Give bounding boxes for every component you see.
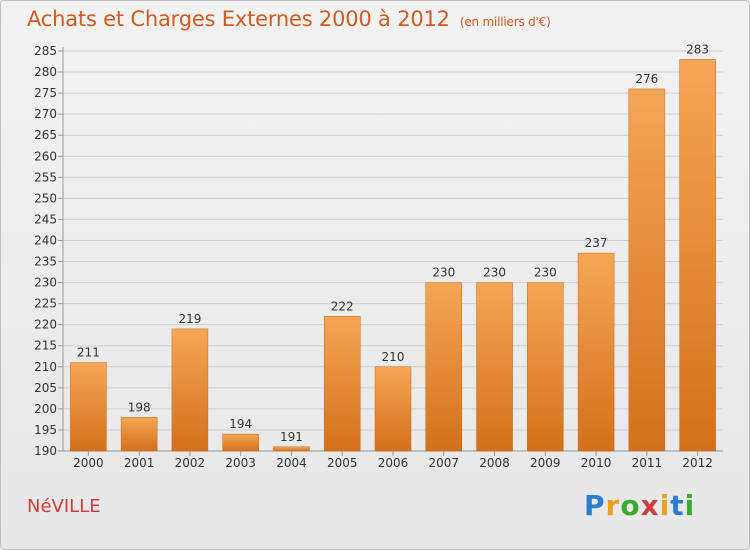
x-tick-label-2012: 2012 (682, 456, 713, 470)
logo-letter: i (659, 489, 671, 522)
y-tick-label: 250 (34, 191, 57, 205)
logo-letter: r (605, 489, 621, 522)
y-tick-label: 210 (34, 360, 57, 374)
y-tick-label: 190 (34, 444, 57, 458)
y-tick-label: 270 (34, 107, 57, 121)
bar-2000 (70, 362, 107, 452)
bar-2006 (374, 366, 412, 452)
y-tick-label: 235 (34, 255, 57, 269)
y-tick-label: 260 (34, 149, 57, 163)
bar-2009 (527, 282, 564, 452)
data-label-2001: 198 (128, 400, 151, 414)
data-label-2010: 237 (585, 236, 608, 250)
y-tick-label: 205 (34, 381, 57, 395)
logo-letter: x (640, 489, 660, 522)
x-tick-label-2003: 2003 (225, 456, 256, 470)
bar-2002 (171, 328, 209, 452)
logo-letter: t (670, 489, 685, 522)
data-label-2008: 230 (483, 266, 506, 280)
y-tick-label: 215 (34, 339, 57, 353)
data-label-2003: 194 (229, 417, 252, 431)
y-tick-label: 240 (34, 233, 57, 247)
y-tick-label: 265 (34, 128, 57, 142)
y-tick-label: 275 (34, 86, 57, 100)
x-tick-label-2001: 2001 (124, 456, 155, 470)
logo-letter: i (684, 489, 696, 522)
x-tick-label-2009: 2009 (530, 456, 561, 470)
y-tick-label: 225 (34, 297, 57, 311)
bar-2003 (222, 433, 259, 452)
x-tick-label-2010: 2010 (581, 456, 612, 470)
data-label-2012: 283 (686, 42, 709, 56)
axis-layer: 190 195 200 205 210 215 220 225 230 235 240 245 250 2… (34, 44, 723, 470)
x-tick-label-2002: 2002 (175, 456, 206, 470)
y-tick-label: 230 (34, 276, 57, 290)
bar-2008 (476, 282, 513, 452)
y-tick-label: 285 (34, 44, 57, 58)
y-tick-label: 195 (34, 423, 57, 437)
data-label-2009: 230 (534, 266, 557, 280)
chart-unit: (en milliers d'€) (459, 15, 551, 29)
x-tick-label-2006: 2006 (378, 456, 409, 470)
chart-title: Achats et Charges Externes 2000 à 2012 (e… (27, 7, 551, 31)
city-name: NéVILLE (27, 496, 101, 517)
x-tick-label-2011: 2011 (632, 456, 663, 470)
data-label-2004: 191 (280, 430, 303, 444)
proxiti-logo: Proxiti (584, 489, 695, 522)
bar-2011 (628, 88, 666, 452)
chart-title-text: Achats et Charges Externes 2000 à 2012 (27, 7, 450, 31)
data-label-2011: 276 (635, 72, 658, 86)
x-tick-label-2000: 2000 (73, 456, 104, 470)
y-tick-label: 280 (34, 65, 57, 79)
label-layer: 211 198 219 194 191 222 210 230 230 230 237 276 283 (77, 42, 709, 443)
bar-2010 (577, 252, 615, 452)
bar-2001 (120, 417, 158, 452)
y-tick-label: 200 (34, 402, 57, 416)
x-tick-label-2007: 2007 (428, 456, 459, 470)
bar-2012 (679, 59, 716, 452)
x-tick-label-2004: 2004 (276, 456, 307, 470)
bar-2004 (273, 446, 310, 452)
x-tick-label-2005: 2005 (327, 456, 358, 470)
x-tick-label-2008: 2008 (479, 456, 510, 470)
data-label-2000: 211 (77, 346, 100, 360)
bar-layer (70, 59, 716, 452)
data-label-2002: 219 (178, 312, 201, 326)
y-tick-label: 255 (34, 170, 57, 184)
data-label-2007: 230 (432, 266, 455, 280)
y-tick-label: 220 (34, 318, 57, 332)
y-tick-label: 245 (34, 212, 57, 226)
logo-letter: P (584, 489, 606, 522)
bar-2005 (323, 316, 361, 452)
data-label-2005: 222 (331, 299, 354, 313)
logo-letter: o (620, 489, 641, 522)
data-label-2006: 210 (382, 350, 405, 364)
bar-2007 (425, 282, 463, 452)
